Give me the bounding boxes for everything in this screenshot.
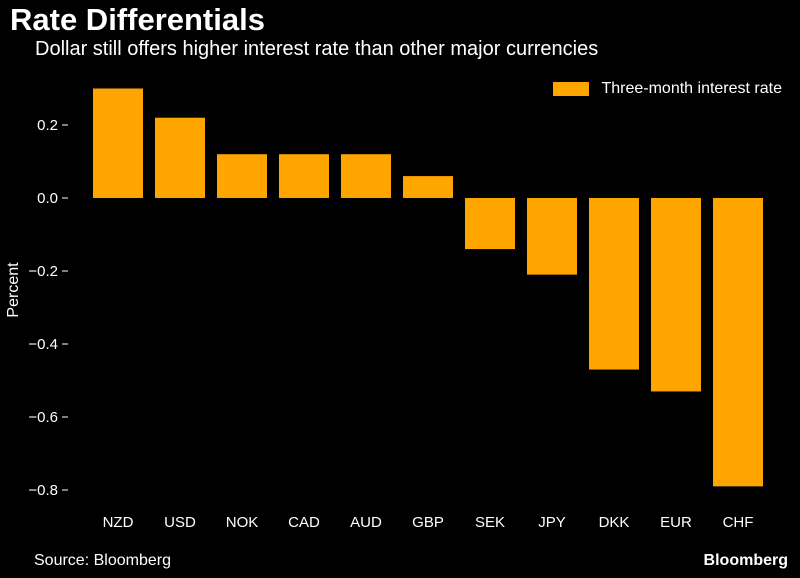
- legend-label: Three-month interest rate: [601, 80, 782, 97]
- bar-eur: [651, 198, 701, 392]
- legend: Three-month interest rate: [553, 80, 782, 98]
- y-axis: 0.2 0.0 −0.2 −0.4 −0.6 −0.8: [28, 117, 68, 499]
- x-tick-label: GBP: [412, 514, 444, 531]
- bar-gbp: [403, 176, 453, 198]
- bar-jpy: [527, 198, 577, 275]
- bar-nok: [217, 154, 267, 198]
- x-tick-label: EUR: [660, 514, 692, 531]
- bar-usd: [155, 117, 205, 198]
- source-note: Source: Bloomberg: [34, 552, 171, 569]
- x-tick-label: NOK: [226, 514, 259, 531]
- y-tick-label: 0.0: [37, 190, 58, 207]
- y-tick-label: 0.2: [37, 117, 58, 134]
- y-tick-label: −0.6: [28, 409, 58, 426]
- chart-title: Rate Differentials: [10, 2, 265, 37]
- bar-nzd: [93, 88, 143, 198]
- bar-aud: [341, 154, 391, 198]
- x-tick-label: JPY: [538, 514, 566, 531]
- x-tick-label: USD: [164, 514, 196, 531]
- y-tick-label: −0.8: [28, 482, 58, 499]
- chart-subtitle: Dollar still offers higher interest rate…: [35, 38, 599, 60]
- bar-chf: [713, 198, 763, 487]
- x-tick-label: AUD: [350, 514, 382, 531]
- legend-swatch: [553, 82, 590, 96]
- brand-logo-text: Bloomberg: [703, 552, 788, 569]
- x-tick-label: NZD: [103, 514, 134, 531]
- x-tick-label: CAD: [288, 514, 320, 531]
- x-tick-label: CHF: [723, 514, 754, 531]
- y-axis-label: Percent: [5, 262, 22, 318]
- bar-dkk: [589, 198, 639, 370]
- y-tick-label: −0.2: [28, 263, 58, 280]
- y-tick-label: −0.4: [28, 336, 58, 353]
- bar-cad: [279, 154, 329, 198]
- bars: [93, 88, 763, 487]
- bar-sek: [465, 198, 515, 250]
- x-tick-label: SEK: [475, 514, 505, 531]
- x-axis: NZD USD NOK CAD AUD GBP SEK JPY DKK EUR CHF: [103, 514, 754, 531]
- x-tick-label: DKK: [599, 514, 630, 531]
